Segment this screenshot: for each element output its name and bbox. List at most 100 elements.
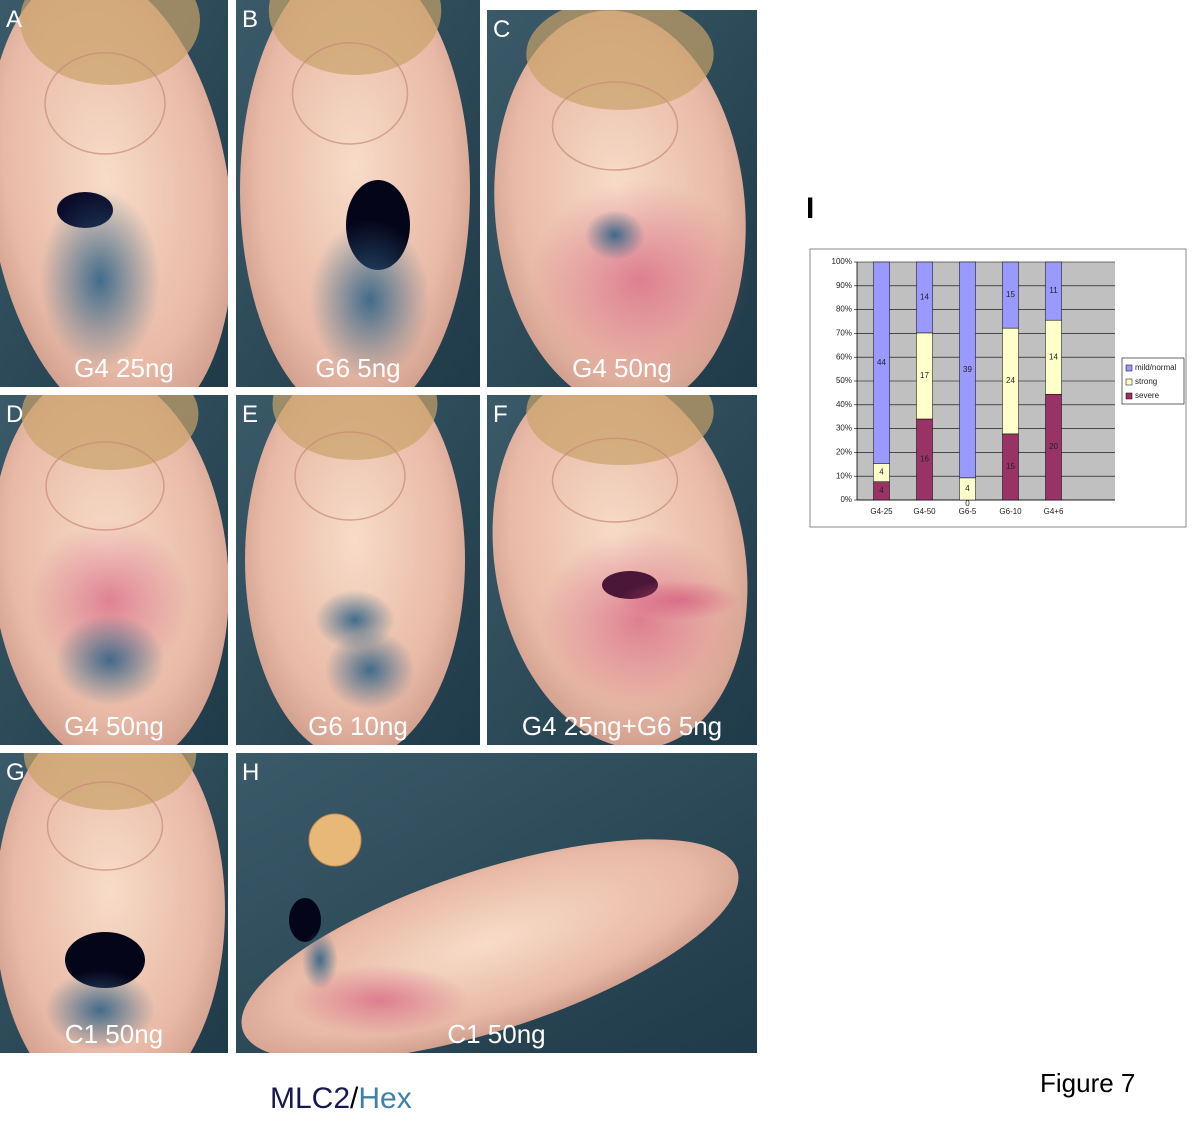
y-tick-label: 30% — [836, 424, 852, 433]
photo-panel: E G6 10ng — [236, 395, 480, 745]
bar-segment — [959, 261, 976, 479]
legend-label: strong — [1135, 377, 1157, 386]
photo — [236, 0, 480, 387]
legend-label: mild/normal — [1135, 363, 1177, 372]
data-label: 16 — [920, 455, 929, 464]
y-tick-label: 100% — [832, 257, 852, 266]
embryo-head — [526, 10, 714, 110]
bar-segment — [1002, 261, 1019, 329]
y-tick-label: 20% — [836, 448, 852, 457]
data-label: 15 — [1006, 290, 1015, 299]
panel-caption: G4 25ng — [74, 353, 174, 383]
legend-swatch — [1125, 364, 1133, 372]
legend-swatch — [1125, 378, 1133, 386]
data-label: 0 — [965, 499, 970, 508]
embryo-eye — [308, 813, 362, 867]
panel-letter: B — [242, 6, 258, 33]
y-tick-label: 60% — [836, 352, 852, 361]
photo-panel: B G6 5ng — [236, 0, 480, 387]
photo — [0, 0, 228, 387]
legend-swatch — [1125, 392, 1133, 400]
data-label: 20 — [1049, 442, 1058, 451]
photo — [487, 10, 757, 387]
stain — [40, 190, 160, 370]
photo — [0, 395, 228, 745]
data-label: 17 — [920, 371, 929, 380]
chart-panel-label: I — [806, 192, 814, 225]
data-label: 24 — [1006, 376, 1015, 385]
legend-label: severe — [1135, 391, 1160, 400]
photo — [487, 395, 757, 745]
panel-caption: C1 50ng — [447, 1019, 545, 1049]
panel-caption: G6 10ng — [308, 711, 408, 741]
photo — [236, 753, 757, 1053]
y-tick-label: 0% — [840, 495, 852, 504]
data-label: 4 — [879, 486, 884, 495]
bar-segment — [916, 261, 933, 334]
embryo-outline — [44, 52, 166, 155]
stain — [530, 180, 750, 380]
stain — [289, 898, 321, 942]
data-label: 44 — [877, 358, 886, 367]
y-tick-label: 70% — [836, 329, 852, 338]
stain — [585, 210, 645, 260]
photo-panel: C G4 50ng — [487, 10, 757, 387]
data-label: 4 — [965, 484, 970, 493]
stain — [620, 580, 740, 620]
photo — [0, 753, 228, 1053]
data-label: 11 — [1049, 286, 1058, 295]
panel-caption: G4 50ng — [64, 711, 164, 741]
y-tick-label: 10% — [836, 471, 852, 480]
stain — [310, 220, 430, 380]
x-tick-label: G6-5 — [959, 507, 977, 516]
panel-letter: E — [242, 401, 258, 428]
photo-panel: A G4 25ng — [0, 0, 228, 387]
embryo-outline — [551, 437, 679, 523]
figure-label: Figure 7 — [1040, 1068, 1135, 1098]
panel-caption: G6 5ng — [315, 353, 400, 383]
stain-legend: MLC2/Hex — [270, 1082, 412, 1115]
panel-letter: D — [6, 401, 23, 428]
separator: / — [350, 1082, 359, 1115]
photo-panel: D G4 50ng — [0, 395, 228, 745]
stain — [55, 615, 165, 705]
embryo-body — [0, 753, 225, 1053]
marker-2: Hex — [358, 1082, 411, 1115]
data-label: 39 — [963, 365, 972, 374]
legend-box — [1121, 357, 1185, 405]
data-label: 14 — [920, 293, 929, 302]
stain — [290, 965, 470, 1035]
x-tick-label: G6-10 — [999, 507, 1022, 516]
panel-caption: G4 50ng — [572, 353, 672, 383]
y-tick-label: 40% — [836, 400, 852, 409]
embryo-head — [21, 395, 199, 470]
panel-caption: G4 25ng+G6 5ng — [522, 711, 722, 741]
embryo-head — [20, 0, 200, 85]
embryo-outline — [291, 42, 409, 145]
y-tick-label: 80% — [836, 305, 852, 314]
x-tick-label: G4-50 — [913, 507, 936, 516]
stain — [540, 530, 740, 710]
bar-segment — [873, 261, 890, 464]
data-label: 15 — [1006, 462, 1015, 471]
photo-panel: F G4 25ng+G6 5ng — [487, 395, 757, 745]
panel-letter: G — [6, 759, 25, 786]
panel-letter: F — [493, 401, 508, 428]
embryo-outline — [551, 81, 679, 171]
panel-letter: C — [493, 16, 510, 43]
embryo-head — [526, 395, 714, 465]
bar-segment — [1045, 261, 1062, 321]
panel-caption: C1 50ng — [65, 1019, 163, 1049]
photo-panel: H C1 50ng — [236, 753, 757, 1053]
stain — [45, 970, 155, 1050]
photo-panel: G C1 50ng — [0, 753, 228, 1053]
y-tick-label: 90% — [836, 281, 852, 290]
y-tick-label: 50% — [836, 376, 852, 385]
panel-letter: A — [6, 6, 22, 33]
embryo-outline — [294, 431, 406, 521]
x-tick-label: G4-25 — [870, 507, 893, 516]
stain — [325, 630, 415, 710]
embryo-outline — [46, 781, 164, 871]
data-label: 14 — [1049, 352, 1058, 361]
